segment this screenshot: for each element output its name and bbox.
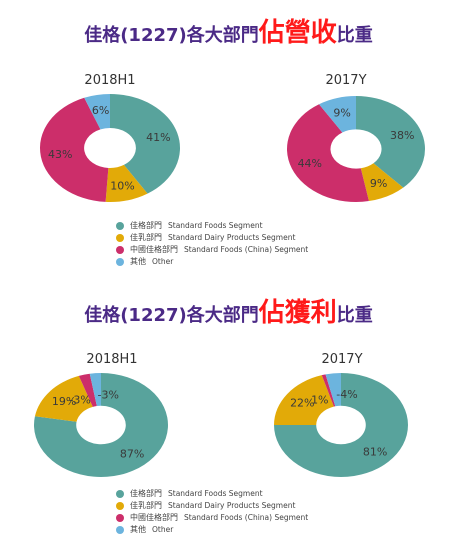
data-label-other: 9% — [333, 106, 350, 119]
data-label-dairy: 9% — [370, 177, 387, 190]
title-prefix: 佳格(1227)各大部門 — [84, 25, 259, 46]
title-emphasis: 佔營收 — [258, 18, 337, 48]
slice-dairy — [34, 375, 93, 422]
legend-label-en: Standard Dairy Products Segment — [168, 233, 296, 242]
data-label-other: 6% — [92, 104, 109, 117]
legend-label-zh: 佳格部門 — [130, 489, 162, 498]
data-label-dairy: 22% — [290, 397, 314, 410]
revenue-share-title: 佳格(1227)各大部門佔營收比重 — [0, 12, 457, 49]
legend-label-en: Standard Foods Segment — [168, 221, 263, 230]
legend-label-en: Other — [152, 525, 174, 534]
title-suffix: 比重 — [336, 305, 373, 326]
donut-chart-revenue-2018h1: 41% 10% 43% 6% — [39, 94, 181, 202]
data-label-dairy: 10% — [110, 180, 134, 193]
legend-swatch — [116, 489, 124, 498]
profit-share-title: 佳格(1227)各大部門佔獲利比重 — [0, 292, 457, 329]
legend-label-zh: 其他 — [130, 525, 146, 534]
data-label-china: -3% — [69, 393, 90, 406]
data-label-standard-foods: 81% — [363, 446, 387, 459]
data-label-other: -4% — [336, 388, 357, 401]
legend-item: 佳格部門 Standard Foods Segment — [116, 483, 308, 498]
slice-standard-foods — [34, 373, 168, 477]
slice-standard-foods — [110, 94, 181, 194]
data-label-standard-foods: 41% — [146, 131, 170, 144]
slice-china — [321, 374, 336, 407]
data-label-china: 44% — [298, 157, 322, 170]
data-label-china: 1% — [311, 394, 328, 407]
legend-label-en: Standard Dairy Products Segment — [168, 501, 296, 510]
legend-label-en: Standard Foods (China) Segment — [184, 245, 309, 254]
legend-item: 中國佳格部門 Standard Foods (China) Segment — [116, 239, 309, 254]
legend-item: 佳格部門 Standard Foods Segment — [116, 215, 308, 230]
donut-chart-profit-2018h1: 87%19%-3% -3% — [34, 373, 168, 477]
legend-item: 中國佳格部門 Standard Foods (China) Segment — [116, 507, 309, 522]
slice-other — [325, 373, 341, 407]
legend-label-en: Standard Foods (China) Segment — [184, 513, 309, 522]
legend-item: 其他 Other — [116, 251, 308, 266]
slice-standard-foods — [356, 96, 425, 188]
slice-china — [287, 104, 369, 202]
legend-label-zh: 佳格部門 — [130, 221, 162, 230]
slice-dairy — [360, 163, 404, 202]
donut-chart-profit-2017y: 81% 22%1% -4% — [274, 373, 408, 477]
data-label-standard-foods: 38% — [390, 129, 414, 142]
slice-dairy — [105, 164, 148, 202]
legend-label-zh: 中國佳格部門 — [130, 513, 178, 522]
slice-dairy — [274, 375, 334, 425]
data-label-china: 43% — [48, 148, 72, 161]
legend-profit: 佳格部門 Standard Foods Segment 佳乳部門 Standard … — [116, 483, 309, 534]
slice-other — [84, 94, 110, 130]
legend-revenue: 佳格部門 Standard Foods Segment 佳乳部門 Standard … — [116, 215, 309, 266]
legend-swatch — [116, 257, 124, 266]
data-label-other: -3% — [97, 388, 118, 401]
legend-label-zh: 其他 — [130, 257, 146, 266]
slice-standard-foods — [274, 373, 408, 477]
legend-item: 佳乳部門 Standard Dairy Products Segment — [116, 227, 308, 242]
chart-title-profit-2017y: 2017Y — [321, 352, 363, 367]
legend-label-en: Other — [152, 257, 174, 266]
chart-title-revenue-2018h1: 2018H1 — [84, 73, 136, 88]
legend-swatch — [116, 221, 124, 230]
data-label-dairy: 19% — [52, 395, 76, 408]
donut-chart-revenue-2017y: 38% 9% 44% 9% — [287, 96, 425, 202]
data-label-standard-foods: 87% — [120, 448, 144, 461]
legend-swatch — [116, 501, 124, 510]
legend-swatch — [116, 245, 124, 254]
slice-china — [39, 97, 109, 202]
legend-swatch — [116, 513, 124, 522]
legend-label-zh: 佳乳部門 — [130, 501, 162, 510]
legend-item: 佳乳部門 Standard Dairy Products Segment — [116, 495, 308, 510]
legend-label-zh: 中國佳格部門 — [130, 245, 178, 254]
title-suffix: 比重 — [336, 25, 373, 46]
legend-swatch — [116, 525, 124, 534]
legend-swatch — [116, 233, 124, 242]
slice-other — [319, 96, 356, 133]
slice-other — [89, 373, 101, 407]
title-emphasis: 佔獲利 — [258, 298, 337, 328]
title-prefix: 佳格(1227)各大部門 — [84, 305, 259, 326]
chart-title-revenue-2017y: 2017Y — [325, 73, 367, 88]
legend-label-en: Standard Foods Segment — [168, 489, 263, 498]
slice-china — [78, 373, 97, 407]
chart-title-profit-2018h1: 2018H1 — [86, 352, 138, 367]
legend-item: 其他 Other — [116, 519, 308, 534]
legend-label-zh: 佳乳部門 — [130, 233, 162, 242]
